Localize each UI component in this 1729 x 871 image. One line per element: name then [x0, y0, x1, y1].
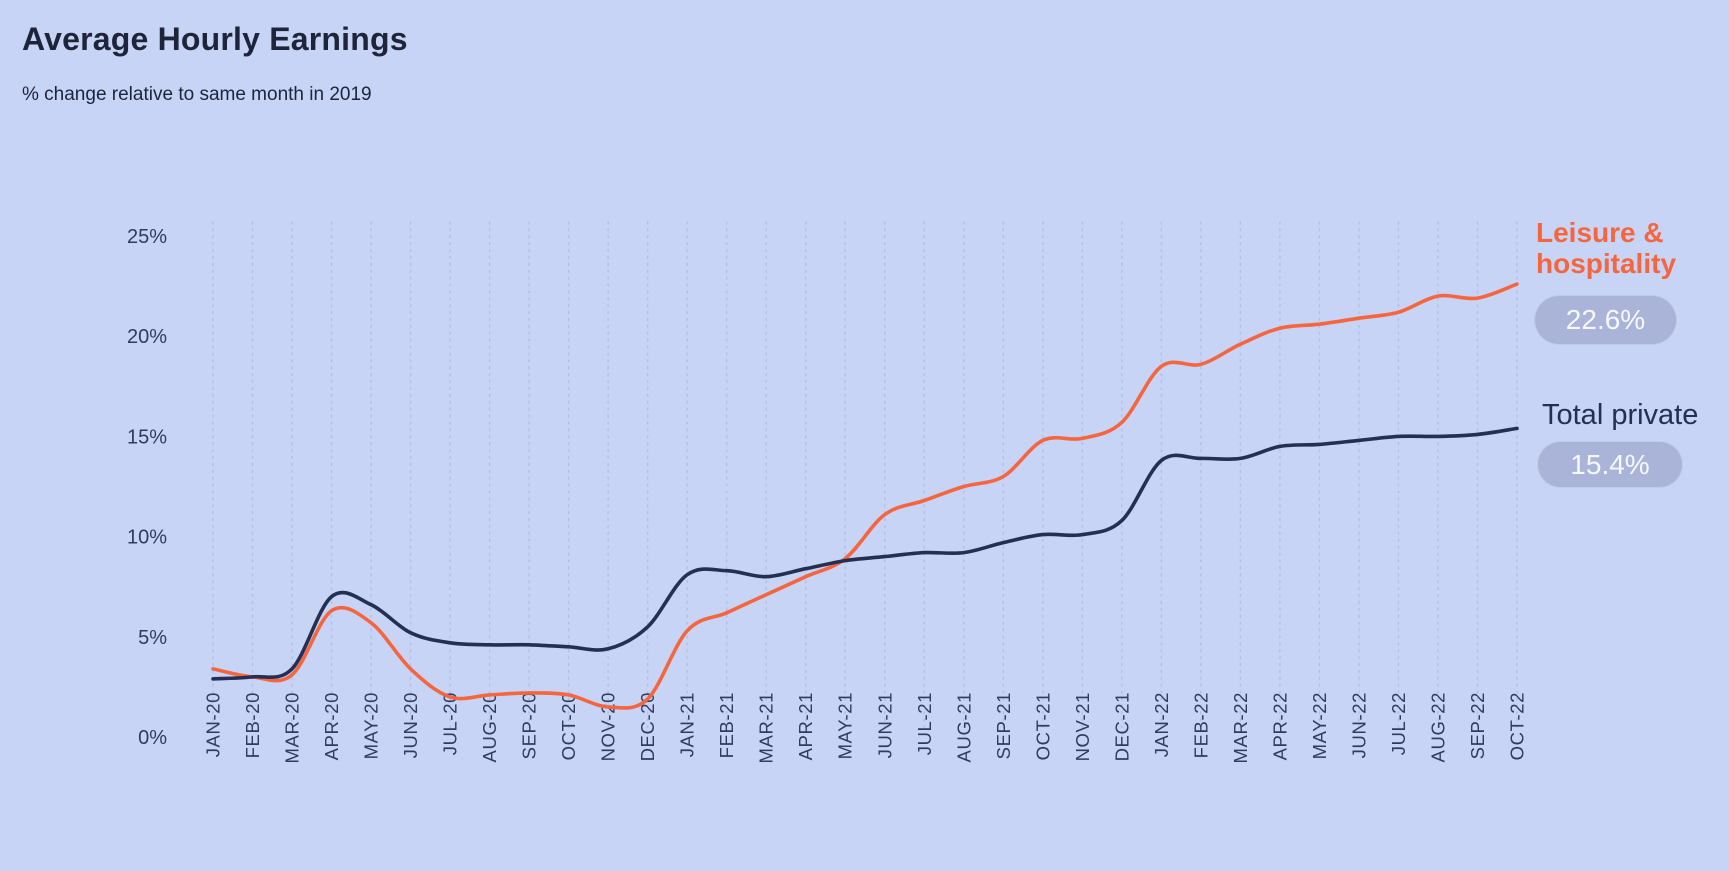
x-tick-feb-20: FEB-20	[242, 692, 263, 758]
x-tick-feb-21: FEB-21	[716, 692, 737, 758]
y-tick-25: 25%	[127, 226, 167, 248]
x-tick-jan-21: JAN-21	[677, 692, 698, 757]
x-tick-jul-21: JUL-21	[914, 692, 935, 755]
legend-label-leisure-hospitality: Leisure & hospitality	[1536, 217, 1677, 280]
legend-label-total-private: Total private	[1542, 399, 1699, 431]
x-tick-jun-20: JUN-20	[400, 692, 421, 758]
x-tick-may-22: MAY-22	[1309, 692, 1330, 759]
x-tick-sep-20: SEP-20	[519, 692, 540, 759]
x-tick-dec-20: DEC-20	[637, 692, 658, 761]
x-tick-oct-20: OCT-20	[558, 692, 579, 760]
x-tick-jan-20: JAN-20	[203, 692, 224, 757]
y-tick-20: 20%	[127, 326, 167, 348]
x-tick-jun-22: JUN-22	[1348, 692, 1369, 758]
x-tick-jun-21: JUN-21	[874, 692, 895, 758]
x-tick-dec-21: DEC-21	[1111, 692, 1132, 761]
x-tick-jul-20: JUL-20	[440, 692, 461, 755]
x-tick-aug-22: AUG-22	[1427, 692, 1448, 762]
x-tick-feb-22: FEB-22	[1190, 692, 1211, 758]
x-tick-nov-20: NOV-20	[598, 692, 619, 761]
total-private-value-badge: 15.4%	[1537, 441, 1683, 488]
x-tick-mar-21: MAR-21	[756, 692, 777, 763]
x-tick-apr-21: APR-21	[795, 692, 816, 760]
x-tick-aug-20: AUG-20	[479, 692, 500, 762]
x-tick-mar-22: MAR-22	[1230, 692, 1251, 763]
y-tick-0: 0%	[138, 727, 167, 749]
x-tick-may-21: MAY-21	[835, 692, 856, 759]
series-line-leisure-hospitality	[211, 282, 1519, 710]
x-tick-aug-21: AUG-21	[953, 692, 974, 762]
page-title: Average Hourly Earnings	[22, 21, 408, 57]
x-tick-apr-22: APR-22	[1269, 692, 1290, 760]
series-line-total-private	[211, 426, 1519, 681]
page-subtitle: % change relative to same month in 2019	[22, 84, 372, 105]
x-tick-sep-21: SEP-21	[993, 692, 1014, 759]
x-tick-oct-21: OCT-21	[1032, 692, 1053, 760]
x-tick-apr-20: APR-20	[321, 692, 342, 760]
x-tick-may-20: MAY-20	[361, 692, 382, 759]
leisure-hospitality-value-badge: 22.6%	[1534, 295, 1677, 345]
x-tick-nov-21: NOV-21	[1072, 692, 1093, 761]
y-tick-15: 15%	[127, 426, 167, 448]
x-tick-sep-22: SEP-22	[1467, 692, 1488, 759]
x-tick-jul-22: JUL-22	[1388, 692, 1409, 755]
x-tick-jan-22: JAN-22	[1151, 692, 1172, 757]
y-tick-5: 5%	[138, 627, 167, 649]
y-tick-10: 10%	[127, 527, 167, 549]
x-tick-mar-20: MAR-20	[282, 692, 303, 763]
x-tick-oct-22: OCT-22	[1507, 692, 1528, 760]
